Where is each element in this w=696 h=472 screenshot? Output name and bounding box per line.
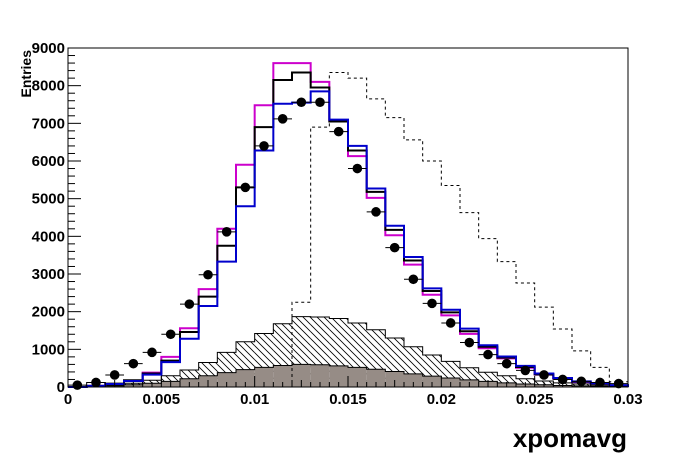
data-point: [277, 114, 288, 124]
filled-bar: [348, 367, 367, 387]
y-tick-label: 4000: [32, 228, 65, 245]
x-tick-label: 0.015: [329, 391, 367, 408]
data-point: [408, 274, 419, 285]
data-point: [557, 374, 568, 385]
data-point: [539, 370, 549, 380]
x-axis-title: xpomavg: [513, 423, 627, 453]
data-point: [501, 358, 512, 369]
series-3-step: [68, 90, 629, 388]
data-point: [147, 347, 157, 358]
x-tick-label: 0.01: [240, 391, 269, 408]
filled-bar: [236, 369, 255, 387]
y-tick-label: 7000: [32, 115, 65, 132]
filled-bar: [329, 365, 348, 387]
x-tick-label: 0.005: [143, 391, 181, 408]
data-point: [427, 298, 437, 309]
x-tick-label: 0.02: [427, 391, 456, 408]
y-tick-label: 3000: [32, 266, 65, 283]
data-point: [520, 365, 531, 376]
data-point: [333, 126, 344, 137]
data-point: [184, 299, 195, 309]
filled-bar: [385, 371, 404, 387]
filled-bar: [422, 376, 442, 387]
y-tick-label: 6000: [32, 153, 65, 170]
axis-layer: 0 0.005 0.01 0.015 0.02 0.025 0.03 0 1000 2000 300…: [32, 40, 643, 408]
y-tick-label: 9000: [32, 40, 65, 57]
data-point: [296, 97, 307, 108]
y-tick-label: 0: [57, 379, 65, 396]
histogram-line: [68, 90, 629, 388]
y-tick-label: 2000: [32, 304, 65, 321]
data-point: [483, 349, 493, 360]
data-point: [109, 370, 120, 380]
data-point: [371, 207, 381, 217]
y-tick-label: 5000: [32, 191, 65, 208]
data-point: [259, 141, 269, 151]
x-tick-label: 0: [64, 391, 72, 408]
filled-bar: [273, 365, 292, 387]
filled-bar: [254, 367, 274, 387]
hatched-bar: [497, 375, 516, 387]
data-point: [128, 358, 139, 369]
data-point: [203, 269, 213, 280]
filled-bar: [404, 373, 423, 387]
data-point: [389, 242, 400, 253]
filled-bar: [217, 372, 236, 387]
data-point: [315, 97, 325, 108]
filled-bar: [310, 364, 330, 387]
x-tick-label: 0.025: [516, 391, 554, 408]
y-tick-label: 1000: [32, 341, 65, 358]
y-tick-label: 8000: [32, 78, 65, 95]
series-6-filled: [68, 363, 629, 388]
filled-bar: [366, 369, 386, 387]
data-point: [165, 329, 176, 340]
x-tick-label: 0.03: [613, 391, 642, 408]
data-point: [464, 337, 475, 348]
data-point: [240, 182, 251, 193]
series-layer: [68, 62, 629, 390]
data-point: [221, 227, 232, 237]
data-point: [352, 163, 363, 174]
data-point: [445, 318, 456, 328]
filled-bar: [292, 364, 311, 387]
y-axis-title: Entries: [18, 50, 34, 98]
